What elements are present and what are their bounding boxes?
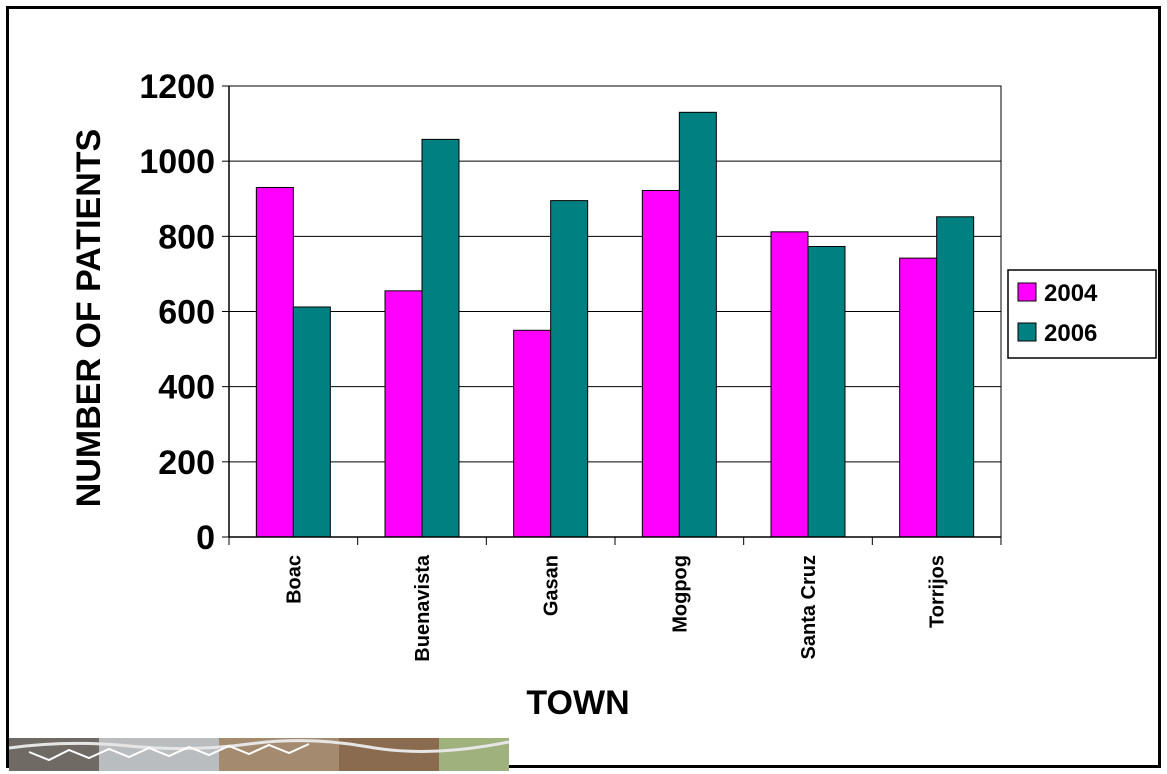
x-category-label: Buenavista bbox=[412, 554, 434, 662]
bar-2004-torrijos bbox=[899, 257, 938, 538]
axes bbox=[222, 85, 1002, 545]
y-tick-label: 600 bbox=[158, 294, 215, 332]
bar-2006-buenavista bbox=[421, 138, 460, 538]
bar-2004-mogpog bbox=[641, 189, 680, 538]
bar-2006-santa-cruz bbox=[807, 245, 846, 538]
bar-2004-gasan bbox=[513, 329, 552, 538]
bar-2006-torrijos bbox=[936, 216, 975, 538]
legend-swatch bbox=[1017, 282, 1037, 302]
bar-2004-santa-cruz bbox=[770, 231, 809, 538]
y-tick-label: 800 bbox=[158, 218, 215, 256]
bar-2006-boac bbox=[292, 306, 331, 538]
x-category-label: Torrijos bbox=[927, 555, 949, 628]
bar-2006-gasan bbox=[550, 200, 589, 538]
bar-2004-boac bbox=[255, 186, 294, 538]
gridlines bbox=[228, 85, 1002, 538]
y-tick-label: 200 bbox=[158, 444, 215, 482]
legend-swatch bbox=[1017, 322, 1037, 342]
bar-2004-buenavista bbox=[384, 290, 423, 538]
bar-2006-mogpog bbox=[678, 111, 717, 538]
photo-strip bbox=[9, 738, 509, 771]
legend: 2004 2006 bbox=[1007, 269, 1157, 359]
x-category-label: Santa Cruz bbox=[798, 555, 820, 659]
y-tick-labels: 0 200 400 600 800 1000 1200 bbox=[139, 68, 215, 557]
bars bbox=[255, 111, 975, 538]
legend-label: 2006 bbox=[1044, 320, 1097, 347]
y-tick-label: 1200 bbox=[139, 68, 215, 106]
y-tick-label: 400 bbox=[158, 369, 215, 407]
x-category-label: Boac bbox=[283, 555, 305, 604]
x-category-label: Mogpog bbox=[669, 555, 691, 633]
y-axis-title: NUMBER OF PATIENTS bbox=[70, 129, 108, 507]
y-tick-label: 1000 bbox=[139, 143, 215, 181]
y-tick-label: 0 bbox=[196, 519, 215, 557]
x-category-labels: Boac Buenavista Gasan Mogpog Santa Cruz Torri… bbox=[283, 554, 948, 662]
x-category-label: Gasan bbox=[541, 555, 563, 616]
legend-label: 2004 bbox=[1044, 280, 1098, 307]
x-axis-title: TOWN bbox=[526, 684, 629, 722]
